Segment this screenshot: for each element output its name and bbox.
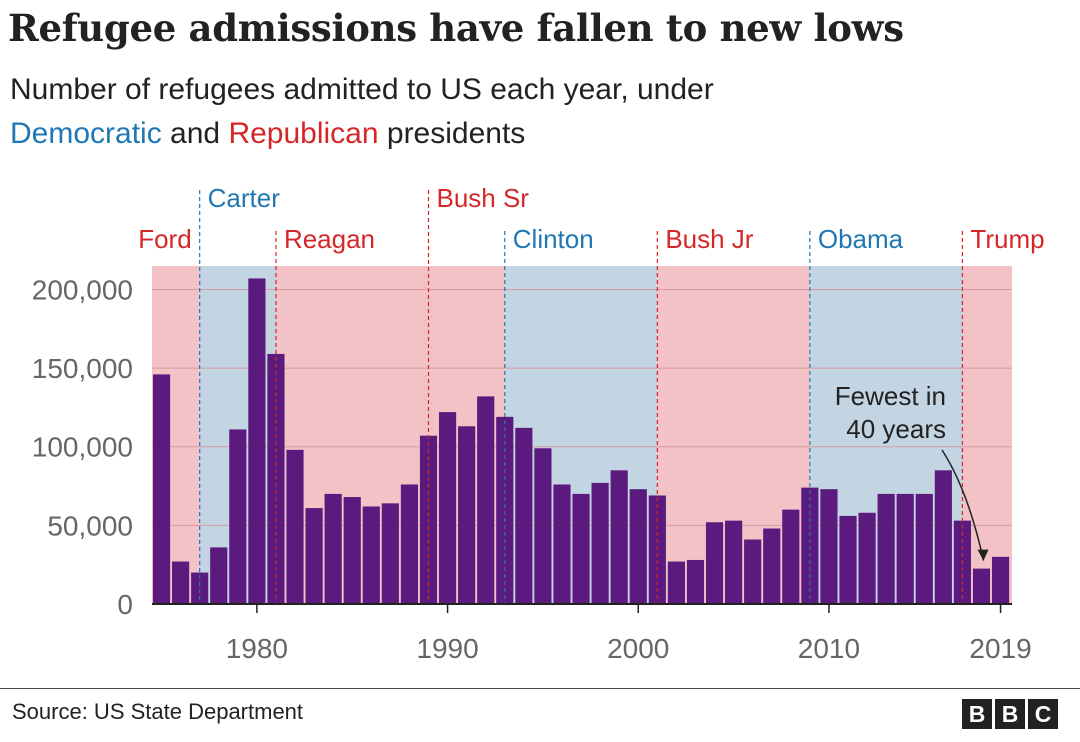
x-axis: 1980 1990 2000 2010 2019 xyxy=(152,603,1032,664)
bar-2002 xyxy=(667,561,685,604)
bar-2010 xyxy=(820,489,838,604)
bar-1976 xyxy=(172,561,190,604)
bar-2015 xyxy=(915,493,933,604)
x-tick-label-1990: 1990 xyxy=(416,633,478,664)
subtitle-line-2: Democratic and Republican presidents xyxy=(10,112,714,156)
bar-1987 xyxy=(381,503,399,604)
label-clinton: Clinton xyxy=(513,224,594,254)
x-tick-label-2010: 2010 xyxy=(798,633,860,664)
subtitle-line-1: Number of refugees admitted to US each y… xyxy=(10,73,714,106)
bar-2009 xyxy=(801,487,819,604)
bar-2019 xyxy=(991,556,1010,604)
label-bush-sr: Bush Sr xyxy=(436,183,529,213)
bar-1979 xyxy=(229,429,247,604)
y-tick-label-150000: 150,000 xyxy=(32,353,133,384)
bar-2018 xyxy=(972,568,991,604)
bar-1990 xyxy=(438,412,457,604)
label-ford: Ford xyxy=(138,224,191,254)
bar-1993 xyxy=(496,416,514,604)
annotation-arrowhead xyxy=(977,549,989,561)
bbc-logo: B B C xyxy=(962,699,1058,729)
bar-1977 xyxy=(191,572,209,604)
x-tick-label-2000: 2000 xyxy=(607,633,669,664)
bar-1986 xyxy=(362,506,380,604)
bar-1983 xyxy=(305,508,323,604)
presidency-dividers xyxy=(199,190,964,604)
bar-2007 xyxy=(763,528,781,604)
chart-subtitle: Number of refugees admitted to US each y… xyxy=(10,68,714,156)
y-tick-label-100000: 100,000 xyxy=(32,432,133,463)
subtitle-republican: Republican xyxy=(228,117,379,150)
y-tick-label-200000: 200,000 xyxy=(32,274,133,305)
annotation-line-2: 40 years xyxy=(846,414,946,444)
bar-1988 xyxy=(400,484,419,604)
bar-1984 xyxy=(324,493,342,604)
bbc-logo-letter-2: B xyxy=(995,699,1025,729)
bar-2004 xyxy=(705,522,724,604)
label-trump: Trump xyxy=(970,224,1044,254)
bar-1997 xyxy=(572,493,590,604)
bar-1994 xyxy=(515,427,533,604)
bar-1996 xyxy=(553,484,571,604)
bar-2000 xyxy=(629,489,647,604)
subtitle-and: and xyxy=(161,117,229,150)
bar-2016 xyxy=(934,470,952,604)
y-tick-label-0: 0 xyxy=(117,589,133,620)
bbc-logo-letter-3: C xyxy=(1028,699,1058,729)
annotation-arrow xyxy=(941,449,985,561)
label-bush-jr: Bush Jr xyxy=(665,224,753,254)
bar-2014 xyxy=(896,493,914,604)
bar-1995 xyxy=(534,448,552,604)
subtitle-democratic: Democratic xyxy=(10,117,162,150)
x-tick-label-2019: 2019 xyxy=(969,633,1031,664)
bar-1998 xyxy=(591,482,609,604)
bar-2013 xyxy=(877,493,895,604)
page-title: Refugee admissions have fallen to new lo… xyxy=(8,6,904,50)
y-axis-ticks: 0 50,000 100,000 150,000 200,000 xyxy=(32,274,133,620)
bar-1978 xyxy=(210,547,228,604)
label-obama: Obama xyxy=(818,224,904,254)
bar-1980 xyxy=(248,278,266,604)
bar-2011 xyxy=(839,515,857,604)
bar-1985 xyxy=(343,497,361,604)
footer-divider xyxy=(0,688,1080,689)
y-tick-label-50000: 50,000 xyxy=(47,510,133,541)
bar-2012 xyxy=(858,512,876,604)
bar-1999 xyxy=(610,470,628,604)
bar-2006 xyxy=(744,539,762,604)
annotation-line-1: Fewest in xyxy=(835,381,946,411)
x-tick-label-1980: 1980 xyxy=(226,633,288,664)
bar-1991 xyxy=(458,426,476,604)
label-carter: Carter xyxy=(208,183,281,213)
bar-2005 xyxy=(725,520,743,604)
subtitle-presidents: presidents xyxy=(378,117,526,150)
bars xyxy=(152,278,1010,604)
label-reagan: Reagan xyxy=(284,224,375,254)
bbc-logo-letter-1: B xyxy=(962,699,992,729)
bar-1992 xyxy=(477,396,495,604)
bar-1975 xyxy=(152,374,171,604)
bar-1982 xyxy=(286,449,304,604)
bar-2008 xyxy=(782,509,800,604)
source-note: Source: US State Department xyxy=(12,699,304,724)
bar-2003 xyxy=(686,559,705,604)
